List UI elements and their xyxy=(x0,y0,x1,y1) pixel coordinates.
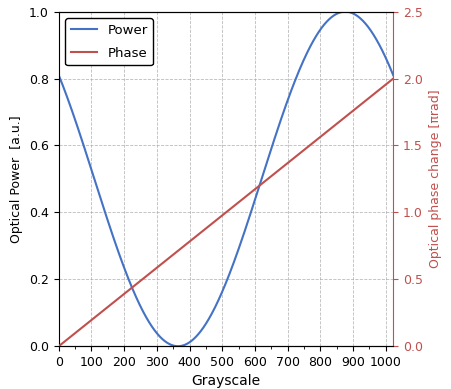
Y-axis label: Optical Power  [a.u.]: Optical Power [a.u.] xyxy=(10,115,23,243)
Power xyxy=(380,51,386,56)
Line: Power: Power xyxy=(59,12,392,346)
Power xyxy=(319,25,324,29)
Phase xyxy=(218,214,224,218)
Phase xyxy=(209,221,215,226)
Phase xyxy=(319,133,324,138)
Phase xyxy=(380,84,386,89)
X-axis label: Grayscale: Grayscale xyxy=(191,375,260,389)
Power xyxy=(175,344,180,349)
Phase xyxy=(73,330,78,335)
Legend: Power, Phase: Power, Phase xyxy=(65,18,153,65)
Power xyxy=(73,119,78,124)
Phase xyxy=(56,344,61,349)
Power xyxy=(218,291,224,296)
Line: Phase: Phase xyxy=(59,79,392,346)
Phase xyxy=(380,84,385,89)
Power xyxy=(210,310,215,314)
Y-axis label: Optical phase change [πrad]: Optical phase change [πrad] xyxy=(428,89,441,268)
Power xyxy=(56,73,61,77)
Phase xyxy=(390,76,395,81)
Power xyxy=(342,9,347,14)
Power xyxy=(380,51,386,56)
Power xyxy=(390,73,395,77)
